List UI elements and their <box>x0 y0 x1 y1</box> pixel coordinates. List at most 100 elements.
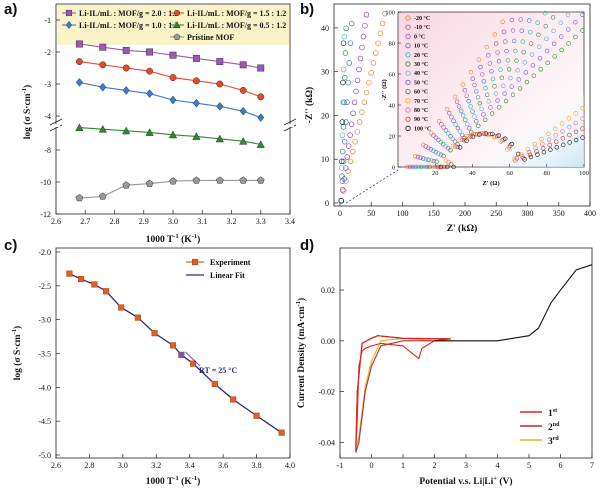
inset-point <box>539 136 544 142</box>
inset-point <box>436 118 442 124</box>
inset-point <box>423 144 428 149</box>
impedance-point-b <box>373 50 379 56</box>
inset-point <box>441 153 446 159</box>
impedance-point-b <box>350 148 356 155</box>
data-point-a <box>75 123 84 132</box>
inset-point <box>452 94 458 100</box>
inset-point <box>559 47 564 53</box>
inset-point <box>472 114 477 119</box>
inset-point <box>452 139 458 144</box>
inset-point <box>546 131 551 137</box>
inset-legend-marker <box>405 52 411 58</box>
y-tick-label-c: -4.5 <box>38 417 51 426</box>
inset-point <box>522 157 527 162</box>
inset-legend-marker <box>405 79 411 86</box>
inset-point <box>460 113 466 118</box>
legend-label-a: Li-IL/mL : MOF/g = 0.5 : 1.2 <box>187 21 286 30</box>
inset-point <box>505 58 511 63</box>
inset-point <box>580 116 585 121</box>
inset-point <box>537 55 543 61</box>
inset-point <box>468 69 474 75</box>
inset-point <box>494 133 500 139</box>
inset-point <box>493 41 499 46</box>
inset-y-label: -Z'' (Ω) <box>381 79 388 100</box>
data-point-a <box>239 136 248 145</box>
inset-point <box>496 58 502 64</box>
impedance-point-b <box>339 158 345 165</box>
inset-point <box>447 110 452 116</box>
legend-label-d: 2nd <box>548 422 560 433</box>
inset-point <box>470 76 475 81</box>
x-axis-label-a: 1000 T-1 (K-1) <box>146 233 201 245</box>
inset-point <box>492 84 497 89</box>
inset-point <box>554 145 559 150</box>
inset-point <box>566 116 572 121</box>
inset-point <box>509 84 514 89</box>
inset-point <box>548 147 553 152</box>
inset-x-tick-label: 20 <box>432 170 439 177</box>
x-tick-label-a: 2.9 <box>139 217 149 226</box>
inset-point <box>448 147 453 153</box>
inset-point <box>455 125 461 131</box>
impedance-point-b <box>344 99 350 106</box>
inset-point <box>527 18 532 23</box>
inset-ticks: 20 40 60 80 100 0 20 40 60 80 100 <box>385 10 589 178</box>
inset-y-tick-label: 60 <box>389 72 396 79</box>
inset-legend-marker <box>405 24 411 30</box>
impedance-point-b <box>356 119 363 125</box>
inset-legend: -20 °C -10 °C 0 °C 10 °C 20 °C 30 °C 40 °C 50 °… <box>405 15 431 132</box>
annotation-rt: RT = 25 °C <box>199 366 237 375</box>
inset-point <box>566 41 571 46</box>
inset-legend-label: -10 °C <box>414 24 430 31</box>
inset-point <box>476 123 481 129</box>
impedance-point-b <box>339 119 346 125</box>
x-tick-label-c: 3.0 <box>118 461 128 470</box>
inset-point <box>501 83 506 89</box>
y-tick-label-c: -3.5 <box>38 350 51 359</box>
data-point-a <box>75 77 83 87</box>
data-point-a <box>99 43 107 51</box>
inset-point <box>580 106 585 111</box>
data-point-a <box>99 61 107 69</box>
inset-point <box>479 106 484 112</box>
inset-legend-label: 80 °C <box>414 107 428 114</box>
inset-point <box>541 149 547 155</box>
x-tick-label-a: 2.6 <box>51 217 61 226</box>
inset-legend-label: 90 °C <box>414 116 428 123</box>
impedance-point-b <box>343 25 349 32</box>
data-point-a <box>122 126 131 135</box>
data-point-a <box>216 58 224 66</box>
inset-point <box>544 36 549 41</box>
inset-point <box>424 164 430 170</box>
data-point-a <box>239 176 248 184</box>
legend-c: Experiment Linear Fit <box>186 258 251 280</box>
inset-point <box>481 112 486 117</box>
inset-point <box>459 132 465 138</box>
y-tick-label-a: -1 <box>44 16 51 25</box>
y-axis-label-a: log (σ S·cm-1) <box>21 85 33 139</box>
x-tick-label-d: 5 <box>527 461 531 470</box>
inset-legend-label: 100 °C <box>414 125 431 132</box>
impedance-point-b <box>354 129 361 135</box>
inset-point <box>486 53 491 58</box>
inset-point <box>510 28 516 33</box>
inset-y-tick-label: 40 <box>389 103 396 110</box>
inset-point <box>448 161 454 167</box>
inset-point <box>527 29 533 35</box>
impedance-point-b <box>344 154 350 160</box>
inset-point <box>573 120 579 126</box>
x-tick-label-b: 150 <box>428 209 440 218</box>
inset-point <box>566 27 571 32</box>
panel-label-d: d) <box>300 237 314 254</box>
inset-point <box>446 159 451 165</box>
inset-point <box>477 100 483 106</box>
inset-point <box>580 135 585 140</box>
y-ticks-d: 0.02 0.00 -0.02 -0.04 <box>318 286 344 447</box>
inset-point <box>510 92 516 97</box>
impedance-point-b <box>338 198 345 204</box>
impedance-point-b <box>348 20 355 27</box>
inset-y-tick-label: 100 <box>385 10 395 17</box>
experiment-point <box>151 330 158 337</box>
inset-point <box>464 133 469 139</box>
